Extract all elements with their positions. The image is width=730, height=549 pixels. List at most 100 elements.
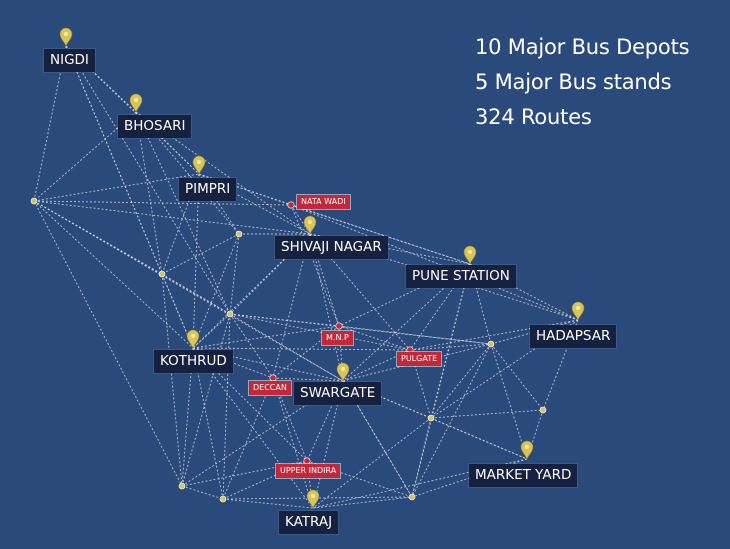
- route-line: [192, 313, 231, 349]
- depots-stat: 10 Major Bus Depots: [475, 35, 690, 59]
- depot-label-kothrud[interactable]: KOTHRUD: [154, 350, 233, 373]
- route-line: [229, 313, 411, 351]
- route-line: [65, 45, 194, 349]
- bus-stand-label-nata-wadi[interactable]: NATA WADI: [297, 195, 350, 209]
- junction-dot: [219, 495, 227, 503]
- route-line: [526, 409, 544, 460]
- route-line: [65, 45, 231, 315]
- route-line: [135, 111, 231, 315]
- route-line: [229, 313, 344, 382]
- bus-stand-label-upper-indira[interactable]: UPPER INDIRA: [276, 464, 341, 478]
- map-pin-icon[interactable]: [520, 440, 534, 460]
- depot-pins: [59, 27, 585, 509]
- route-line: [272, 377, 308, 462]
- route-line: [135, 111, 311, 235]
- map-pin-icon[interactable]: [571, 301, 585, 321]
- route-line: [192, 347, 314, 509]
- route-line: [222, 377, 274, 500]
- bus-stand-label-mnp[interactable]: M.N.P: [322, 331, 353, 345]
- route-line: [192, 233, 240, 349]
- network-stats: 10 Major Bus Depots 5 Major Bus stands 3…: [475, 30, 690, 135]
- junction-dot: [30, 197, 38, 205]
- route-line: [181, 460, 308, 487]
- route-line: [342, 380, 413, 498]
- bus-stand-label-deccan[interactable]: DECCAN: [249, 381, 291, 395]
- route-line: [161, 273, 183, 487]
- route-line: [222, 496, 413, 500]
- map-pin-icon[interactable]: [186, 329, 200, 349]
- map-pin-icon[interactable]: [306, 489, 320, 509]
- route-line: [312, 496, 413, 509]
- route-line: [33, 173, 200, 202]
- depot-label-nigdi[interactable]: NIGDI: [44, 49, 95, 72]
- junction-dot: [235, 230, 243, 238]
- map-pin-icon[interactable]: [129, 93, 143, 113]
- route-line: [430, 263, 471, 419]
- route-line: [309, 233, 471, 265]
- route-line: [192, 233, 311, 349]
- route-line: [229, 313, 274, 379]
- route-line: [135, 111, 163, 275]
- depot-label-shivaji-nagar[interactable]: SHIVAJI NAGAR: [275, 236, 388, 259]
- depot-label-hadapsar[interactable]: HADAPSAR: [530, 325, 617, 348]
- route-line: [229, 233, 240, 315]
- route-line: [33, 200, 183, 487]
- depot-label-bhosari[interactable]: BHOSARI: [118, 115, 192, 138]
- bus-stand-label-pulgate[interactable]: PULGATE: [397, 352, 442, 366]
- route-line: [306, 460, 413, 498]
- route-line: [430, 409, 544, 419]
- depot-label-pune-station[interactable]: PUNE STATION: [406, 265, 516, 288]
- map-pin-icon[interactable]: [303, 215, 317, 235]
- route-line: [33, 200, 194, 349]
- route-line: [192, 347, 224, 500]
- junction-dot: [539, 406, 547, 414]
- route-line: [192, 347, 411, 351]
- map-pin-icon[interactable]: [192, 155, 206, 175]
- route-line: [33, 200, 292, 206]
- route-line: [409, 343, 492, 351]
- junction-dot: [487, 340, 495, 348]
- route-line: [161, 273, 231, 315]
- route-line: [192, 347, 308, 462]
- route-line: [290, 204, 471, 265]
- junction-dot: [158, 270, 166, 278]
- route-line: [222, 313, 231, 500]
- route-line: [411, 343, 492, 498]
- route-line: [430, 417, 528, 460]
- route-line: [181, 485, 224, 500]
- route-line: [135, 111, 240, 235]
- route-line: [181, 313, 231, 487]
- route-line: [135, 111, 200, 175]
- route-line: [338, 325, 492, 345]
- route-line: [229, 233, 311, 315]
- bus-stand-marker-icon[interactable]: [335, 322, 343, 330]
- route-line: [338, 325, 411, 351]
- route-line: [192, 173, 200, 349]
- depot-label-market-yard[interactable]: MARKET YARD: [469, 464, 578, 487]
- junction-dot: [226, 310, 234, 318]
- route-line: [181, 347, 194, 487]
- route-line: [411, 417, 432, 498]
- route-line: [290, 204, 340, 327]
- route-line: [222, 498, 314, 509]
- route-line: [272, 377, 314, 509]
- routes-stat: 324 Routes: [475, 105, 592, 129]
- map-pin-icon[interactable]: [59, 27, 73, 47]
- route-line: [290, 204, 579, 321]
- junction-dot: [178, 482, 186, 490]
- bus-stand-markers: [269, 201, 414, 465]
- route-line: [161, 273, 194, 349]
- depot-label-katraj[interactable]: KATRAJ: [279, 511, 339, 534]
- depot-label-swargate[interactable]: SWARGATE: [294, 382, 382, 405]
- junction-dots: [30, 197, 547, 503]
- map-pin-icon[interactable]: [463, 245, 477, 265]
- route-line: [161, 233, 240, 275]
- depot-label-pimpri[interactable]: PIMPRI: [179, 178, 237, 201]
- route-line: [490, 343, 544, 411]
- junction-dot: [427, 414, 435, 422]
- map-pin-icon[interactable]: [336, 362, 350, 382]
- route-line: [192, 325, 340, 349]
- stands-stat: 5 Major Bus stands: [475, 70, 672, 94]
- bus-stand-marker-icon[interactable]: [287, 201, 295, 209]
